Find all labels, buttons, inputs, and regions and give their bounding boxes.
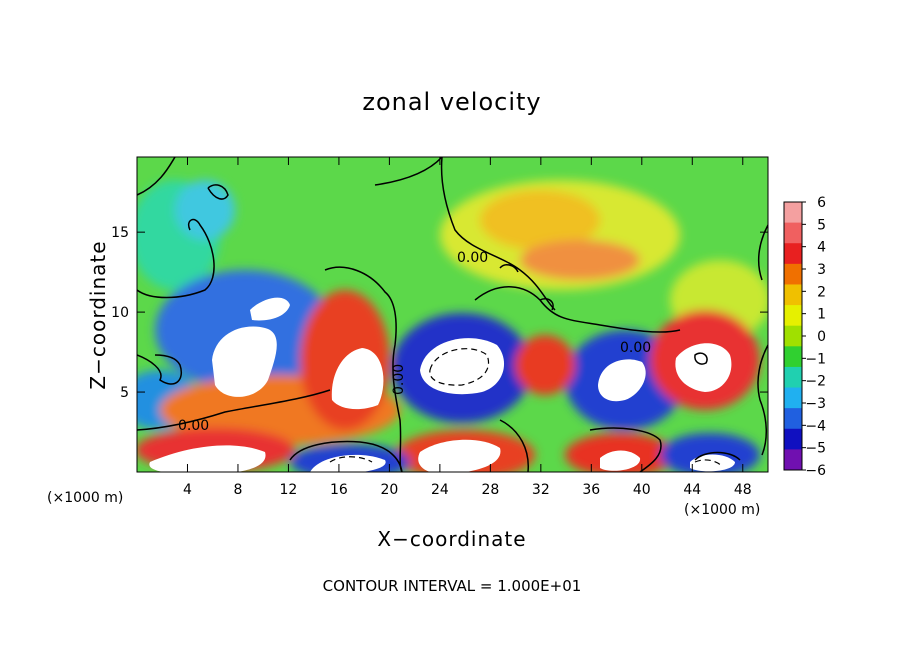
y-axis-label: Z−coordinate <box>86 240 110 390</box>
plot-frame <box>136 156 769 473</box>
colorbar-swatch <box>784 243 802 265</box>
chart-title: zonal velocity <box>362 88 542 116</box>
colorbar-tick-label: 5 <box>817 217 826 233</box>
colorbar: 6 5 4 3 2 1 0 −1 −2 −3 −4 −5 −6 <box>783 195 826 479</box>
colorbar-swatch <box>784 428 802 450</box>
colorbar-tick-label: −6 <box>805 463 826 479</box>
y-tick-label: 5 <box>120 385 129 401</box>
x-tick-label: 36 <box>582 482 600 498</box>
colorbar-tick-label: 2 <box>817 284 826 300</box>
colorbar-tick-label: −2 <box>805 374 826 390</box>
contour-label: 0.00 <box>457 250 488 266</box>
colorbar-tick-label: −1 <box>805 351 826 367</box>
colorbar-tick-label: 1 <box>817 307 826 323</box>
heatmap-field: 0.00 0.00 0.00 0.00 <box>137 157 768 472</box>
colorbar-swatch <box>784 408 802 430</box>
colorbar-tick-label: 4 <box>817 240 826 256</box>
x-tick-label: 4 <box>183 482 192 498</box>
x-tick-label: 20 <box>380 482 398 498</box>
colorbar-swatch <box>784 325 802 347</box>
x-unit-label: (×1000 m) <box>47 490 124 506</box>
colorbar-tick-label: 3 <box>817 262 826 278</box>
contour-interval-note: CONTOUR INTERVAL = 1.000E+01 <box>322 577 582 595</box>
x-axis: 4 8 12 16 20 24 28 32 36 40 44 48 <box>183 157 752 498</box>
colorbar-tick-label: 0 <box>817 329 826 345</box>
y-tick-label: 15 <box>111 225 129 241</box>
colorbar-tick-label: −3 <box>805 396 826 412</box>
contour-label: 0.00 <box>178 418 209 434</box>
x-tick-label: 16 <box>330 482 348 498</box>
colorbar-swatch <box>784 284 802 306</box>
colorbar-swatch <box>784 366 802 389</box>
colorbar-swatch <box>784 263 802 285</box>
colorbar-swatch <box>784 346 802 368</box>
x-tick-label: 40 <box>633 482 651 498</box>
colorbar-swatch <box>784 387 802 409</box>
colorbar-swatch <box>784 222 802 244</box>
y-axis: 5 10 15 <box>111 225 768 401</box>
x-tick-label: 44 <box>683 482 701 498</box>
x-unit-label: (×1000 m) <box>684 502 761 518</box>
x-tick-label: 24 <box>431 482 449 498</box>
colorbar-swatch <box>784 305 802 327</box>
y-tick-label: 10 <box>111 305 129 321</box>
x-tick-label: 48 <box>734 482 752 498</box>
colorbar-tick-label: 6 <box>817 195 826 211</box>
x-axis-label: X−coordinate <box>377 527 527 551</box>
colorbar-swatch <box>784 449 802 471</box>
x-tick-label: 12 <box>280 482 298 498</box>
contour-label: 0.00 <box>391 364 407 395</box>
colorbar-swatch <box>784 202 802 224</box>
x-tick-label: 28 <box>481 482 499 498</box>
colorbar-tick-label: −4 <box>805 418 826 434</box>
colorbar-tick-label: −5 <box>805 441 826 457</box>
x-tick-label: 32 <box>532 482 550 498</box>
contour-label: 0.00 <box>620 340 651 356</box>
x-tick-label: 8 <box>233 482 242 498</box>
